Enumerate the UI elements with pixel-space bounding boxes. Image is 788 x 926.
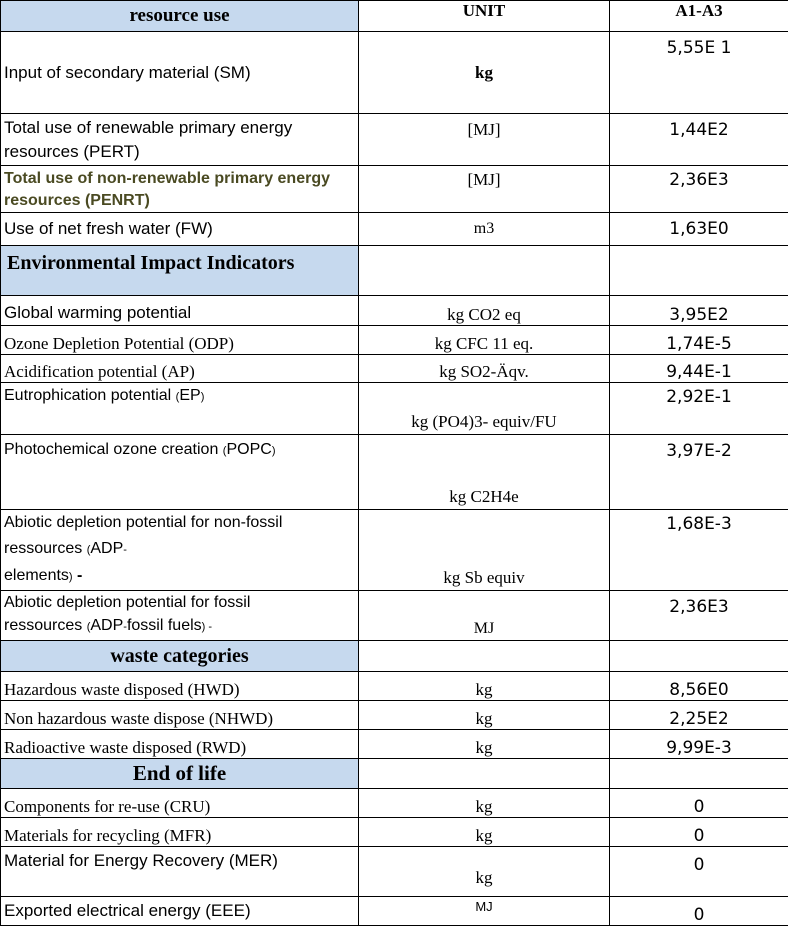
pert-unit: [MJ] [359, 114, 610, 166]
row-popc: Photochemical ozone creation (POPC) kg C… [1, 435, 788, 510]
row-ep: Eutrophication potential (EP) kg (PO4)3-… [1, 383, 788, 435]
hwd-unit: kg [359, 672, 610, 701]
nhwd-value: 2,25E2 [610, 701, 788, 730]
waste-heading: waste categories [1, 641, 359, 672]
cru-unit: kg [359, 789, 610, 818]
row-nhwd: Non hazardous waste dispose (NHWD) kg 2,… [1, 701, 788, 730]
mfr-value: 0 [610, 818, 788, 847]
adp-elements-value: 1,68E-3 [610, 510, 788, 591]
row-sm: Input of secondary material (SM) kg 5,55… [1, 32, 788, 114]
gwp-label: Global warming potential [1, 296, 359, 326]
row-fw: Use of net fresh water (FW) m3 1,63E0 [1, 213, 788, 246]
odp-value: 1,74E-5 [610, 326, 788, 355]
eol-heading: End of life [1, 759, 359, 789]
penrt-value: 2,36E3 [610, 166, 788, 213]
row-rwd: Radioactive waste disposed (RWD) kg 9,99… [1, 730, 788, 759]
ep-unit: kg (PO4)3- equiv/FU [359, 383, 610, 435]
penrt-label: Total use of non-renewable primary energ… [4, 170, 330, 209]
adp-elements-unit: kg Sb equiv [359, 510, 610, 591]
eee-value: 0 [610, 897, 788, 926]
mer-value: 0 [610, 847, 788, 897]
row-cru: Components for re-use (CRU) kg 0 [1, 789, 788, 818]
pert-label: Total use of renewable primary energy re… [1, 114, 359, 166]
cru-value: 0 [610, 789, 788, 818]
popc-value: 3,97E-2 [610, 435, 788, 510]
fw-value: 1,63E0 [610, 213, 788, 246]
ep-label: Eutrophication potential (EP) [1, 383, 359, 435]
ap-unit: kg SO2-Äqv. [359, 355, 610, 383]
popc-unit: kg C2H4e [359, 435, 610, 510]
row-pert: Total use of renewable primary energy re… [1, 114, 788, 166]
rwd-value: 9,99E-3 [610, 730, 788, 759]
hwd-value: 8,56E0 [610, 672, 788, 701]
adp-elements-label: Abiotic depletion potential for non-foss… [1, 510, 359, 591]
adp-fossil-unit: MJ [359, 591, 610, 641]
mfr-label: Materials for recycling (MFR) [1, 818, 359, 847]
gwp-value: 3,95E2 [610, 296, 788, 326]
ap-label: Acidification potential (AP) [1, 355, 359, 383]
row-penrt: Total use of non-renewable primary energ… [1, 166, 788, 213]
rwd-label: Radioactive waste disposed (RWD) [1, 730, 359, 759]
env-heading: Environmental Impact Indicators [1, 246, 359, 296]
eol-heading-row: End of life [1, 759, 788, 789]
fw-unit: m3 [359, 213, 610, 246]
rwd-unit: kg [359, 730, 610, 759]
row-hwd: Hazardous waste disposed (HWD) kg 8,56E0 [1, 672, 788, 701]
row-eee: Exported electrical energy (EEE) MJ 0 [1, 897, 788, 926]
header-a1-a3: A1-A3 [610, 1, 788, 32]
header-resource-use: resource use [1, 1, 359, 32]
env-heading-row: Environmental Impact Indicators [1, 246, 788, 296]
hwd-label: Hazardous waste disposed (HWD) [1, 672, 359, 701]
header-row: resource use UNIT A1-A3 [1, 1, 788, 32]
pert-value: 1,44E2 [610, 114, 788, 166]
nhwd-label: Non hazardous waste dispose (NHWD) [1, 701, 359, 730]
cru-label: Components for re-use (CRU) [1, 789, 359, 818]
mfr-unit: kg [359, 818, 610, 847]
fw-label: Use of net fresh water (FW) [1, 213, 359, 246]
header-unit: UNIT [359, 1, 610, 32]
mer-unit: kg [359, 847, 610, 897]
row-gwp: Global warming potential kg CO2 eq 3,95E… [1, 296, 788, 326]
row-adp-elements: Abiotic depletion potential for non-foss… [1, 510, 788, 591]
nhwd-unit: kg [359, 701, 610, 730]
penrt-unit: [MJ] [359, 166, 610, 213]
popc-label: Photochemical ozone creation (POPC) [1, 435, 359, 510]
gwp-unit: kg CO2 eq [359, 296, 610, 326]
odp-unit: kg CFC 11 eq. [359, 326, 610, 355]
sm-label: Input of secondary material (SM) [1, 32, 359, 114]
eee-unit: MJ [359, 897, 610, 926]
row-ap: Acidification potential (AP) kg SO2-Äqv.… [1, 355, 788, 383]
sm-value: 5,55E 1 [610, 32, 788, 114]
mer-label: Material for Energy Recovery (MER) [1, 847, 359, 897]
row-mfr: Materials for recycling (MFR) kg 0 [1, 818, 788, 847]
eee-label: Exported electrical energy (EEE) [1, 897, 359, 926]
row-mer: Material for Energy Recovery (MER) kg 0 [1, 847, 788, 897]
row-odp: Ozone Depletion Potential (ODP) kg CFC 1… [1, 326, 788, 355]
odp-label: Ozone Depletion Potential (ODP) [1, 326, 359, 355]
ep-value: 2,92E-1 [610, 383, 788, 435]
adp-fossil-value: 2,36E3 [610, 591, 788, 641]
sm-unit: kg [359, 32, 610, 114]
ap-value: 9,44E-1 [610, 355, 788, 383]
waste-heading-row: waste categories [1, 641, 788, 672]
